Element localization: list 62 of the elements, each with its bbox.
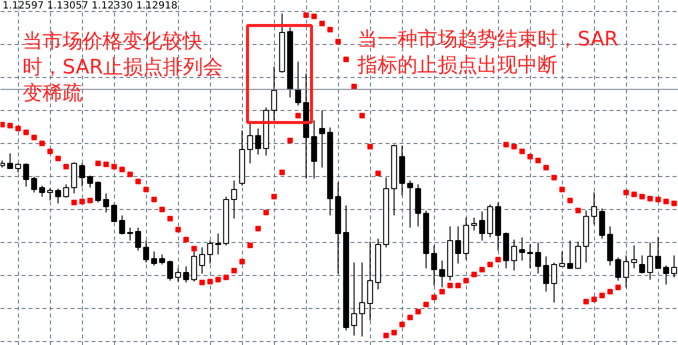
candlestick xyxy=(639,254,646,274)
candlestick xyxy=(351,262,358,336)
candlestick xyxy=(319,110,326,168)
candlestick xyxy=(199,246,206,274)
candlestick xyxy=(663,264,670,285)
candlestick xyxy=(527,244,534,269)
candlestick xyxy=(135,227,142,252)
candlestick xyxy=(575,241,582,269)
candlestick xyxy=(647,242,654,280)
candlestick xyxy=(543,256,550,292)
candlestick xyxy=(111,204,118,222)
candlestick xyxy=(671,254,678,278)
candlestick xyxy=(479,211,486,242)
text: 1.12597 1.13057 1.12330 1.12918 xyxy=(2,0,178,12)
candlestick xyxy=(191,251,198,282)
candlestick xyxy=(567,240,574,269)
candlestick xyxy=(631,244,638,269)
candlestick xyxy=(367,241,374,321)
candlestick xyxy=(167,260,174,282)
candlestick xyxy=(95,180,102,203)
candlestick xyxy=(15,162,22,173)
candlestick xyxy=(471,217,478,232)
candlestick xyxy=(207,240,214,264)
candlestick xyxy=(551,262,558,304)
candlestick xyxy=(55,188,62,204)
candlestick xyxy=(47,188,54,202)
candlestick xyxy=(7,152,14,170)
candlestick xyxy=(159,254,166,265)
candlestick xyxy=(215,232,222,255)
candlestick xyxy=(511,239,518,272)
candlestick xyxy=(175,268,182,282)
annotation: 当一种市场趋势结束时，SAR指标的止损点出现中断 xyxy=(356,26,618,76)
candlestick xyxy=(591,192,598,225)
candlestick xyxy=(31,176,38,193)
candlestick xyxy=(23,162,30,188)
candlestick xyxy=(151,251,158,266)
candlestick xyxy=(623,254,630,288)
candlestick xyxy=(39,185,46,198)
candlestick xyxy=(119,214,126,235)
candlestick xyxy=(455,226,462,264)
candlestick xyxy=(143,240,150,264)
candlestick xyxy=(103,192,110,213)
candlestick xyxy=(655,236,662,269)
candlestick xyxy=(231,180,238,220)
candlestick xyxy=(599,208,606,240)
candlestick xyxy=(615,256,622,282)
candlestick xyxy=(295,61,302,106)
candlestick xyxy=(439,260,446,288)
candlestick xyxy=(183,266,190,284)
candlestick xyxy=(407,180,414,228)
candlestick xyxy=(271,66,278,121)
candlestick xyxy=(247,123,254,164)
candlestick xyxy=(127,227,134,242)
candlestick xyxy=(255,128,262,156)
candlestick xyxy=(87,175,94,188)
candlestick xyxy=(431,244,438,286)
candlestick xyxy=(559,251,566,267)
candlestick xyxy=(79,162,86,188)
candlestick xyxy=(359,262,366,337)
candlestick xyxy=(63,184,70,198)
candlestick xyxy=(535,242,542,274)
candlestick xyxy=(519,236,526,262)
